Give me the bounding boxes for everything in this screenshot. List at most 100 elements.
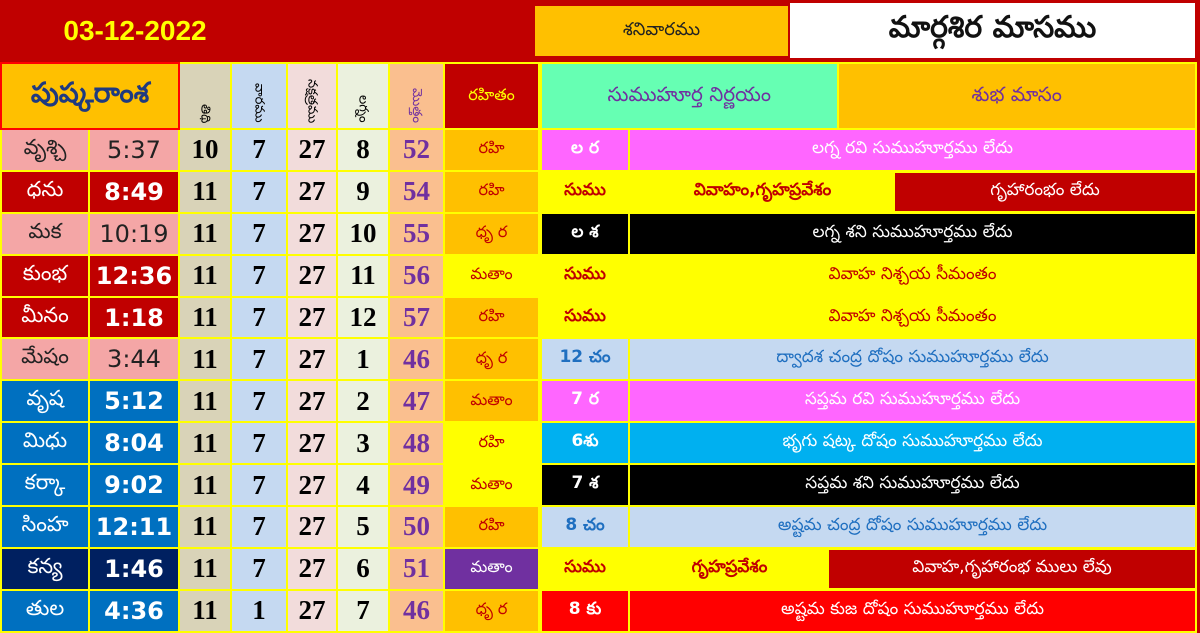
muhurtha-text: వివాహ నిశ్చయ సీమంతం	[628, 253, 1197, 298]
muhurtha-row: 8 కు అష్టమ కుజ దోషం సుముహూర్తము లేదు	[540, 588, 1197, 633]
muhurtha-row: సుము వివాహం,గృహప్రవేశం గృహారంభం లేదు	[540, 169, 1197, 214]
code-cell: 8 కు	[540, 588, 630, 633]
muhurtha-text: లగ్న శని సుముహూర్తము లేదు	[628, 211, 1197, 256]
nakshatra-cell: 27	[286, 421, 338, 466]
rasi-cell: సింహ	[0, 505, 90, 549]
muhurtha-note: గృహారంభం లేదు	[895, 172, 1194, 211]
nakshatra-cell: 27	[286, 211, 338, 256]
time-cell: 1:18	[88, 295, 180, 340]
rasi-cell: కన్య	[0, 546, 90, 591]
lagna-cell: 1	[336, 337, 390, 382]
muhurtha-text: ద్వాదశ చంద్ర దోషం సుముహూర్తము లేదు	[628, 337, 1197, 382]
time-cell: 9:02	[88, 463, 180, 508]
vara-cell: 7	[230, 295, 288, 340]
rasi-cell: వృశ్చి	[0, 128, 90, 172]
rasi-cell: మేషం	[0, 337, 90, 382]
muhurtha-row: 7 ర సప్తమ రవి సుముహూర్తము లేదు	[540, 379, 1197, 424]
rahitam-cell: ధృ ర	[443, 588, 540, 633]
lagna-row: తుల 4:36 11 1 27 7 46 ధృ ర	[0, 588, 540, 633]
total-cell: 51	[388, 546, 445, 591]
muhurtha-row: 7 శ సప్తమ శని సుముహూర్తము లేదు	[540, 463, 1197, 508]
time-cell: 8:04	[88, 421, 180, 466]
time-cell: 12:36	[88, 253, 180, 298]
time-cell: 5:37	[88, 128, 180, 172]
rasi-cell: కర్కా	[0, 463, 90, 508]
code-cell: ల ర	[540, 128, 630, 172]
muhurtha-text: గృహప్రవేశం	[691, 556, 768, 577]
total-cell: 48	[388, 421, 445, 466]
vara-cell: 7	[230, 546, 288, 591]
time-cell: 3:44	[88, 337, 180, 382]
header-total: మొత్తం	[409, 88, 424, 123]
rahitam-cell: రహి	[443, 421, 540, 466]
vara-cell: 7	[230, 337, 288, 382]
muhurtha-row: ల శ లగ్న శని సుముహూర్తము లేదు	[540, 211, 1197, 256]
total-cell: 49	[388, 463, 445, 508]
tithi-cell: 11	[178, 337, 232, 382]
tithi-cell: 11	[178, 211, 232, 256]
tithi-cell: 11	[178, 421, 232, 466]
muhurtha-text: లగ్న రవి సుముహూర్తము లేదు	[628, 128, 1197, 172]
muhurtha-text: భృగు షట్క దోషం సుముహూర్తము లేదు	[628, 421, 1197, 466]
lagna-row: కర్కా 9:02 11 7 27 4 49 మతాం	[0, 463, 540, 508]
vara-cell: 7	[230, 128, 288, 172]
tithi-cell: 11	[178, 253, 232, 298]
tithi-cell: 11	[178, 379, 232, 424]
muhurtha-text: వివాహ నిశ్చయ సీమంతం	[628, 295, 1197, 340]
total-cell: 46	[388, 337, 445, 382]
header-rahitam: రహితం	[443, 62, 540, 130]
month-title: మార్గశిర మాసము	[790, 3, 1195, 58]
nakshatra-cell: 27	[286, 128, 338, 172]
rasi-cell: కుంభ	[0, 253, 90, 298]
code-cell: సుము	[540, 169, 630, 214]
vara-cell: 7	[230, 169, 288, 214]
lagna-cell: 12	[336, 295, 390, 340]
header-vara: వారము	[251, 83, 267, 123]
muhurtha-row: 8 చం అష్టమ చంద్ర దోషం సుముహూర్తము లేదు	[540, 505, 1197, 549]
muhurtha-row: సుము వివాహ నిశ్చయ సీమంతం	[540, 253, 1197, 298]
weekday-label: శనివారము	[535, 6, 788, 56]
header-lagna: లగ్నం	[355, 95, 371, 123]
code-cell: ల శ	[540, 211, 630, 256]
muhurtha-row: 12 చం ద్వాదశ చంద్ర దోషం సుముహూర్తము లేదు	[540, 337, 1197, 382]
code-cell: సుము	[540, 295, 630, 340]
vara-cell: 7	[230, 211, 288, 256]
lagna-row: సింహ 12:11 11 7 27 5 50 రహి	[0, 505, 540, 549]
vara-cell: 7	[230, 421, 288, 466]
lagna-row: మక 10:19 11 7 27 10 55 ధృ ర	[0, 211, 540, 256]
rasi-cell: తుల	[0, 588, 90, 633]
vara-cell: 7	[230, 379, 288, 424]
total-cell: 52	[388, 128, 445, 172]
rasi-cell: మీనం	[0, 295, 90, 340]
nakshatra-cell: 27	[286, 546, 338, 591]
total-cell: 54	[388, 169, 445, 214]
muhurtha-row: 6శు భృగు షట్క దోషం సుముహూర్తము లేదు	[540, 421, 1197, 466]
total-cell: 55	[388, 211, 445, 256]
time-cell: 4:36	[88, 588, 180, 633]
lagna-cell: 10	[336, 211, 390, 256]
time-cell: 1:46	[88, 546, 180, 591]
total-cell: 47	[388, 379, 445, 424]
lagna-cell: 2	[336, 379, 390, 424]
muhurtha-text: వివాహం,గృహప్రవేశం	[693, 179, 832, 200]
rasi-cell: మిధు	[0, 421, 90, 466]
rahitam-cell: రహి	[443, 128, 540, 172]
muhurtha-table: సుముహూర్త నిర్ణయం శుభ మాసం ల ర లగ్న రవి స…	[540, 62, 1197, 633]
lagna-cell: 6	[336, 546, 390, 591]
lagna-row: మేషం 3:44 11 7 27 1 46 ధృ ర	[0, 337, 540, 382]
time-cell: 12:11	[88, 505, 180, 549]
muhurtha-row: సుము వివాహ నిశ్చయ సీమంతం	[540, 295, 1197, 340]
tithi-cell: 11	[178, 463, 232, 508]
rahitam-cell: మతాం	[443, 379, 540, 424]
lagna-cell: 8	[336, 128, 390, 172]
muhurtha-text: సప్తమ రవి సుముహూర్తము లేదు	[628, 379, 1197, 424]
rahitam-cell: రహి	[443, 295, 540, 340]
time-cell: 8:49	[88, 169, 180, 214]
nakshatra-cell: 27	[286, 337, 338, 382]
tithi-cell: 11	[178, 546, 232, 591]
lagna-cell: 7	[336, 588, 390, 633]
code-cell: 7 ర	[540, 379, 630, 424]
header-tithi: తిథి	[197, 103, 213, 123]
vara-cell: 7	[230, 463, 288, 508]
header-muhurtha: సుముహూర్త నిర్ణయం	[540, 62, 839, 130]
